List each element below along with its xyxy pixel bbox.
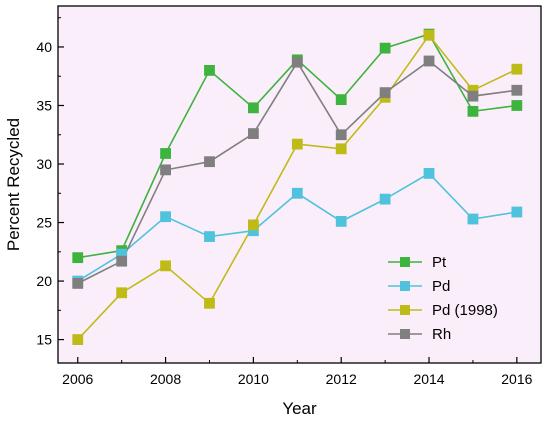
data-point [467,105,479,117]
data-point [247,102,259,114]
axes-frame [57,5,542,364]
data-point [116,255,128,267]
data-point [247,219,259,231]
x-tick-label: 2010 [238,371,269,387]
data-point [335,129,347,141]
data-point [379,42,391,54]
y-tick-label: 35 [36,97,52,113]
y-axis-title: Percent Recycled [4,118,23,251]
x-axis-title: Year [282,399,317,418]
legend-label: Pt [432,254,447,271]
data-point [291,56,303,68]
data-point [379,87,391,99]
legend-marker [400,329,410,339]
x-tick-label: 2012 [326,371,357,387]
data-point [204,297,215,309]
x-tick-label: 2014 [413,371,444,387]
data-point [160,164,171,176]
data-point [423,55,435,67]
data-point [511,206,523,218]
series-layer [72,28,523,345]
legend: Pt Pd Pd (1998) Rh [388,254,498,343]
data-point [291,138,303,150]
data-point [423,29,435,41]
data-point [72,278,84,289]
y-tick-label: 25 [36,215,52,231]
data-point [72,334,84,345]
legend-label: Rh [432,326,451,343]
y-tick-label: 30 [36,156,52,172]
data-point [204,64,215,76]
legend-label: Pd [432,278,450,295]
legend-marker [400,305,410,315]
legend-marker [400,257,410,267]
legend-label: Pd (1998) [432,302,498,319]
data-point [467,213,479,225]
data-point [116,287,128,299]
data-point [379,193,391,205]
x-tick-label: 2016 [501,371,532,387]
data-point [511,63,523,75]
legend-marker [400,281,410,291]
axes-layer: 2006 2008 2010 2012 2014 2016 15 20 25 30 35 40 [36,5,542,387]
x-tick-label: 2006 [62,371,93,387]
data-point [335,94,347,106]
data-point [511,84,523,96]
data-point [160,260,171,272]
data-point [335,215,347,227]
data-point [423,167,435,179]
data-point [291,187,303,199]
data-point [160,148,171,159]
data-point [335,143,347,155]
data-point [467,90,479,102]
data-point [204,231,215,242]
data-point [72,252,84,264]
y-tick-label: 20 [36,273,52,289]
y-tick-label: 40 [36,39,52,55]
x-tick-label: 2008 [150,371,181,387]
data-point [511,100,523,111]
data-point [204,156,215,168]
y-tick-label: 15 [36,332,52,348]
data-point [160,211,171,223]
data-point [247,128,259,139]
